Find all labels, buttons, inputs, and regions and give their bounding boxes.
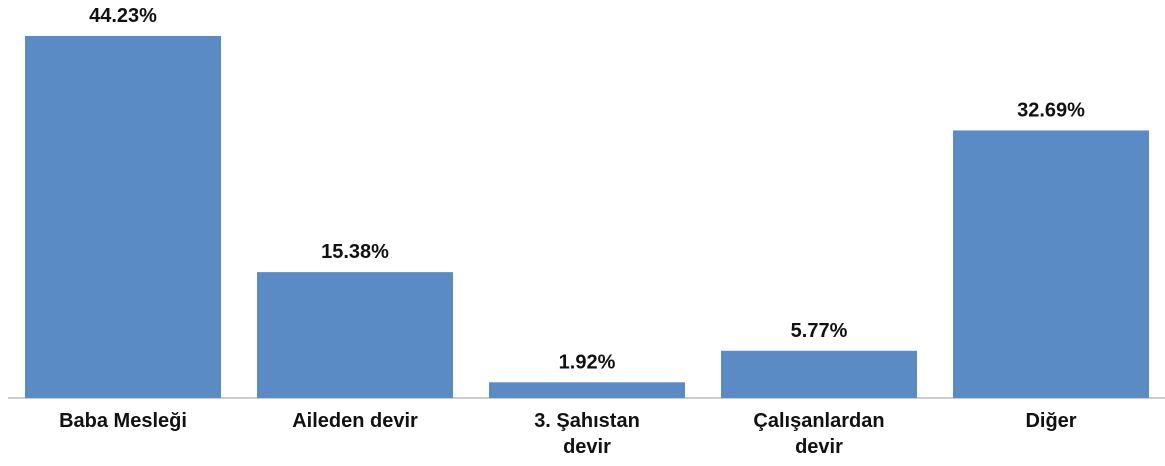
bar bbox=[489, 382, 685, 398]
value-label: 32.69% bbox=[1017, 99, 1085, 121]
value-label: 1.92% bbox=[559, 351, 616, 373]
bar bbox=[953, 130, 1149, 398]
x-tick-label: 3. Şahıstan devir bbox=[534, 410, 640, 458]
bar bbox=[25, 36, 221, 398]
bar bbox=[721, 350, 917, 398]
value-label: 15.38% bbox=[321, 241, 389, 263]
value-label: 5.77% bbox=[791, 320, 848, 342]
x-tick-label: Çalışanlardan devir bbox=[753, 410, 885, 458]
x-tick-label: Baba Mesleği bbox=[59, 410, 187, 432]
x-tick-label: Diğer bbox=[1025, 410, 1077, 432]
x-tick-label: Aileden devir bbox=[292, 410, 418, 432]
value-label: 44.23% bbox=[89, 5, 157, 27]
bar bbox=[257, 272, 453, 398]
